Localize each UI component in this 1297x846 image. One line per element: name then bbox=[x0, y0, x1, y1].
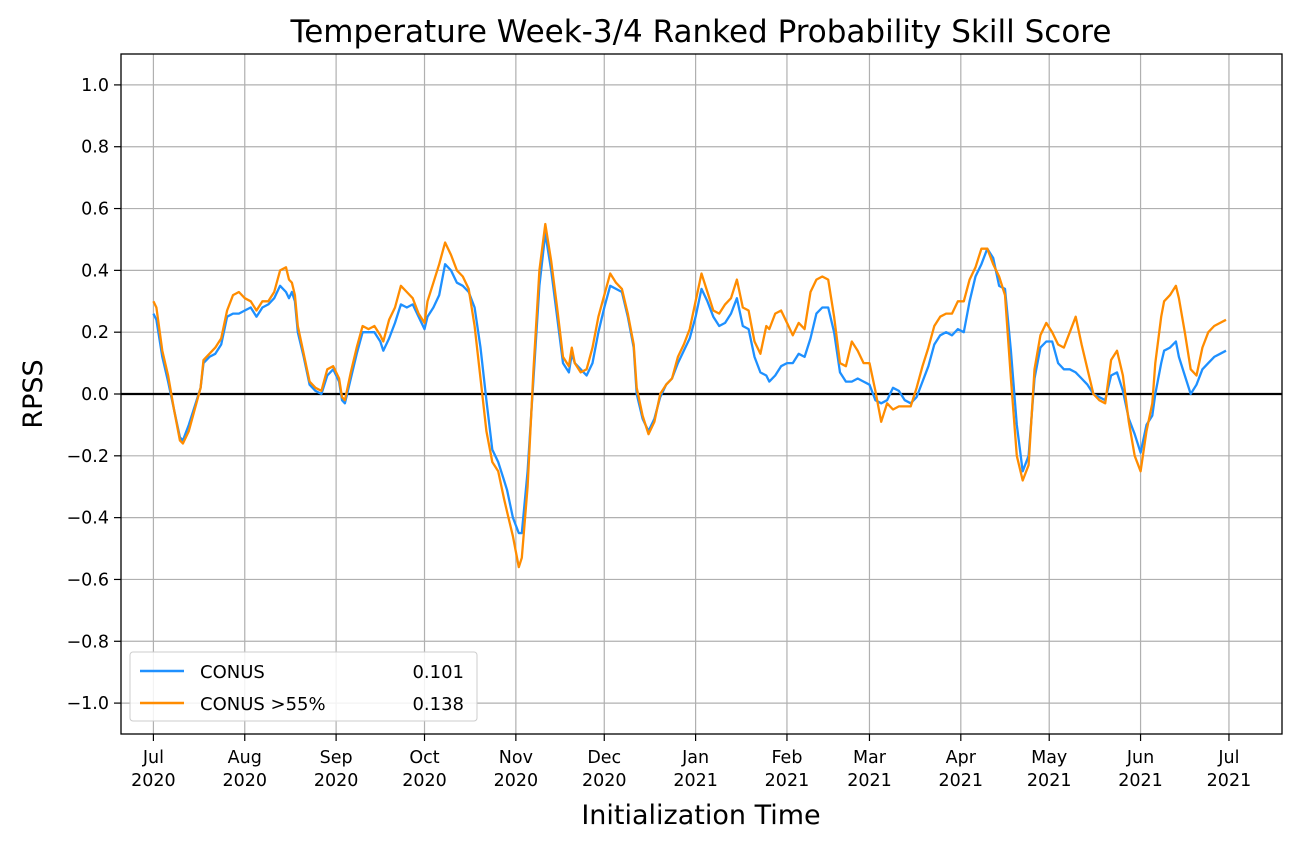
y-tick-label: 1.0 bbox=[81, 76, 109, 96]
x-tick-label-month: Apr bbox=[946, 748, 977, 768]
y-tick-label: 0.6 bbox=[81, 200, 109, 220]
x-tick-label-year: 2021 bbox=[1027, 771, 1072, 791]
y-tick-label: −0.2 bbox=[67, 447, 110, 467]
legend-label-conus: CONUS bbox=[200, 662, 265, 683]
x-tick-label-year: 2020 bbox=[131, 771, 176, 791]
legend-box bbox=[129, 651, 478, 722]
x-tick-label-month: Feb bbox=[771, 748, 802, 768]
x-tick-label-year: 2021 bbox=[765, 771, 810, 791]
y-tick-label: −0.6 bbox=[67, 570, 110, 590]
y-tick-label: −0.4 bbox=[67, 509, 110, 529]
y-tick-label: 0.2 bbox=[81, 323, 109, 343]
x-tick-label-year: 2020 bbox=[314, 771, 359, 791]
x-tick-label-month: Jan bbox=[681, 748, 709, 768]
x-tick-label-month: Sep bbox=[320, 748, 353, 768]
x-tick-label-month: Oct bbox=[409, 748, 439, 768]
x-tick-label-year: 2020 bbox=[582, 771, 627, 791]
y-axis-ticks: −1.0 −0.8 −0.6 −0.4 −0.2 0.0 0.2 0.4 0.6 0.8 1.0 bbox=[67, 76, 121, 714]
x-axis-ticks: Jul 2020 Aug 2020 Sep 2020 Oct 2020 Nov 2020 Dec 20… bbox=[131, 734, 1251, 791]
x-tick-label-month: Nov bbox=[499, 748, 533, 768]
x-tick-label-year: 2021 bbox=[1207, 771, 1252, 791]
y-axis-label: RPSS bbox=[18, 359, 49, 428]
x-tick-label-month: May bbox=[1031, 748, 1067, 768]
x-axis-label: Initialization Time bbox=[581, 800, 820, 831]
y-tick-label: 0.0 bbox=[81, 385, 109, 405]
x-tick-label-month: Jun bbox=[1126, 748, 1154, 768]
y-tick-label: 0.8 bbox=[81, 138, 109, 158]
x-tick-label-year: 2021 bbox=[673, 771, 718, 791]
legend: CONUS 0.101 CONUS >55% 0.138 bbox=[129, 651, 478, 722]
legend-label-conus-55: CONUS >55% bbox=[200, 694, 326, 715]
x-tick-label-month: Aug bbox=[228, 748, 262, 768]
x-tick-label-month: Jul bbox=[142, 748, 164, 768]
x-tick-label-year: 2021 bbox=[939, 771, 984, 791]
series-lines bbox=[152, 222, 1227, 569]
x-tick-label-year: 2021 bbox=[1118, 771, 1163, 791]
x-tick-label-year: 2020 bbox=[222, 771, 267, 791]
legend-value-conus-55: 0.138 bbox=[412, 694, 464, 715]
legend-value-conus: 0.101 bbox=[412, 662, 464, 683]
chart-title: Temperature Week-3/4 Ranked Probability … bbox=[290, 14, 1112, 50]
x-tick-label-month: Jul bbox=[1217, 748, 1239, 768]
y-tick-label: −0.8 bbox=[67, 632, 110, 652]
x-tick-label-month: Dec bbox=[587, 748, 621, 768]
y-tick-label: −1.0 bbox=[67, 694, 110, 714]
x-tick-label-month: Mar bbox=[853, 748, 887, 768]
y-tick-label: 0.4 bbox=[81, 261, 109, 281]
x-tick-label-year: 2021 bbox=[847, 771, 892, 791]
x-tick-label-year: 2020 bbox=[402, 771, 447, 791]
series-line-conus bbox=[152, 232, 1227, 535]
series-line-conus-55 bbox=[152, 222, 1227, 569]
x-tick-label-year: 2020 bbox=[494, 771, 539, 791]
